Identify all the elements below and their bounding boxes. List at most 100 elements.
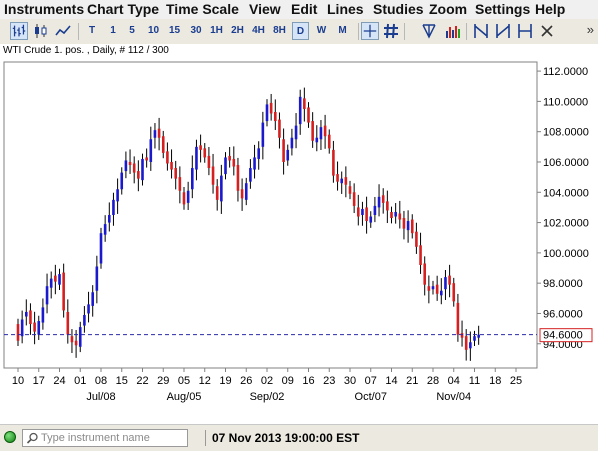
candle-body [95, 266, 99, 291]
timeframe-button-15[interactable]: 15 [168, 25, 181, 36]
candle-body [236, 165, 240, 191]
menu-view[interactable]: View [249, 1, 281, 17]
timeframe-button-8h[interactable]: 8H [273, 25, 286, 36]
candle-body [257, 148, 260, 159]
menu-settings[interactable]: Settings [475, 1, 531, 17]
crosshair-icon[interactable] [361, 22, 379, 40]
candle-body [153, 130, 157, 138]
candle-body [41, 307, 45, 323]
price-chart: 94.000096.000098.0000100.0000102.0000104… [3, 61, 593, 403]
menu-instruments[interactable]: Instruments [4, 1, 85, 17]
menu-help[interactable]: Help [535, 1, 566, 17]
volume-bars-icon[interactable] [444, 22, 462, 40]
status-indicator-icon [4, 431, 16, 443]
candles [16, 87, 480, 361]
candle-body [195, 146, 198, 170]
status-datetime: 07 Nov 2013 19:00:00 EST [212, 431, 360, 445]
candle-body [174, 168, 177, 179]
instrument-search-box[interactable] [22, 429, 188, 447]
candle-body [170, 161, 173, 170]
candle-body [357, 207, 360, 217]
candle-body [240, 189, 244, 199]
menu-zoom[interactable]: Zoom [429, 1, 468, 17]
candle-body [149, 139, 153, 162]
menu-edit[interactable]: Edit [291, 1, 318, 17]
timeframe-button-5[interactable]: 5 [129, 25, 135, 36]
candle-body [423, 263, 426, 285]
y-tick-label: 104.0000 [543, 187, 589, 199]
cursor-tool-icon[interactable] [538, 22, 556, 40]
candle-body [124, 160, 128, 172]
timeframe-button-30[interactable]: 30 [190, 25, 202, 36]
x-tick-label: 09 [282, 375, 294, 387]
menu-lines[interactable]: Lines [327, 1, 364, 17]
candle-body [78, 327, 82, 347]
candle-body [477, 334, 480, 338]
bar-chart-icon[interactable] [10, 22, 28, 40]
x-tick-label: 02 [261, 375, 273, 387]
overflow-icon[interactable]: » [586, 22, 594, 37]
candle-body [199, 145, 202, 150]
candle-body [265, 104, 269, 122]
candle-body [108, 215, 111, 223]
tool-b-icon[interactable] [494, 22, 512, 40]
candle-body [261, 122, 265, 147]
menu-studies[interactable]: Studies [373, 1, 424, 17]
candle-body [141, 158, 144, 181]
candle-body [290, 137, 294, 149]
status-bar: 07 Nov 2013 19:00:00 EST [0, 424, 598, 451]
menu-chart-type[interactable]: Chart Type [87, 1, 160, 17]
current-price-box [539, 328, 593, 343]
timeframe-button-1h[interactable]: 1H [210, 25, 223, 36]
timeframe-button-d[interactable]: D [292, 22, 309, 40]
timeframe-button-10[interactable]: 10 [147, 25, 160, 36]
candle-body [456, 302, 460, 335]
menu-bar: Instruments Chart Type Time Scale View Edit L… [0, 0, 598, 19]
candle-body [419, 245, 422, 265]
search-icon [26, 432, 38, 444]
candle-body [49, 278, 53, 288]
candle-body [87, 304, 90, 314]
candle-body [25, 311, 28, 317]
y-tick-label: 102.0000 [543, 218, 589, 230]
x-month-label: Oct/07 [355, 391, 387, 403]
candle-body [327, 134, 331, 149]
timeframe-button-1[interactable]: 1 [110, 25, 116, 36]
candle-body [20, 319, 24, 337]
chart-header: WTI Crude 1. pos. , Daily, # 112 / 300 [3, 45, 169, 56]
x-tick-label: 25 [510, 375, 522, 387]
candle-body [70, 336, 74, 343]
pitchfork-icon[interactable] [420, 22, 438, 40]
current-price-label: 94.6000 [543, 330, 583, 342]
toolbar-separator [404, 23, 405, 40]
candle-body [460, 333, 464, 338]
candle-body [369, 216, 373, 223]
x-tick-label: 12 [199, 375, 211, 387]
candle-body [249, 168, 252, 182]
candle-body [99, 233, 103, 264]
candle-body [348, 186, 352, 194]
timeframe-button-t[interactable]: T [88, 25, 96, 36]
menu-time-scale[interactable]: Time Scale [166, 1, 239, 17]
candle-body [431, 286, 435, 290]
tool-a-icon[interactable] [472, 22, 490, 40]
timeframe-button-4h[interactable]: 4H [252, 25, 265, 36]
timeframe-button-2h[interactable]: 2H [231, 25, 244, 36]
candle-body [16, 324, 20, 341]
candle-body [166, 151, 169, 164]
candle-body [381, 195, 385, 203]
y-tick-label: 98.0000 [543, 278, 583, 290]
line-chart-icon[interactable] [54, 22, 72, 40]
timeframe-button-w[interactable]: W [316, 25, 327, 36]
y-tick-label: 100.0000 [543, 248, 589, 260]
candle-body [253, 157, 256, 170]
candlestick-icon[interactable] [32, 22, 50, 40]
tool-c-icon[interactable] [516, 22, 534, 40]
hash-grid-icon[interactable] [382, 22, 400, 40]
candle-body [410, 219, 414, 234]
candle-body [473, 336, 476, 341]
instrument-search-input[interactable] [41, 431, 185, 445]
timeframe-button-m[interactable]: M [338, 25, 347, 36]
candle-body [232, 158, 236, 167]
candle-body [29, 310, 32, 325]
